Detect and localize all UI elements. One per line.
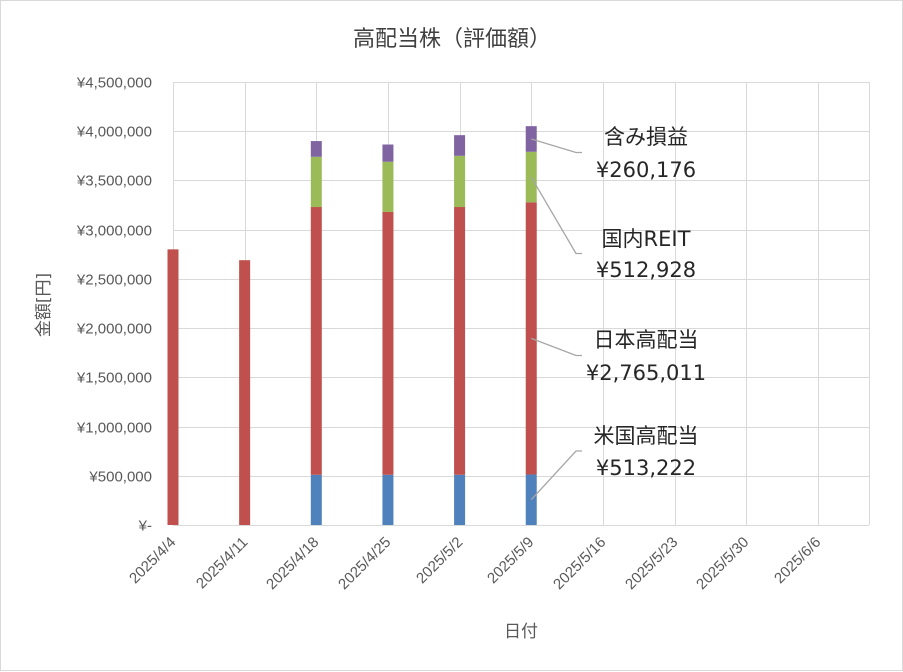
y-tick-label: ¥3,500,000 xyxy=(76,173,152,190)
x-tick-label: 2025/5/2 xyxy=(413,534,466,587)
data-label-value: ¥513,222 xyxy=(596,456,696,480)
bar-segment xyxy=(167,249,179,525)
y-axis-label: 金額[円] xyxy=(34,273,54,337)
bars xyxy=(167,126,537,525)
data-label-value: ¥260,176 xyxy=(596,158,696,182)
leader-line xyxy=(531,337,582,357)
data-label: 日本高配当 ¥2,765,011 xyxy=(531,328,706,385)
x-tick-label: 2025/4/11 xyxy=(193,534,251,592)
leader-line xyxy=(530,450,582,501)
y-tick-label: ¥2,500,000 xyxy=(76,272,152,289)
x-tick-label: 2025/6/6 xyxy=(771,534,824,587)
x-tick-label: 2025/4/4 xyxy=(126,534,179,587)
data-label-series-name: 国内REIT xyxy=(602,227,691,251)
x-tick-label: 2025/5/30 xyxy=(693,534,752,593)
bar-segment xyxy=(454,474,466,525)
bar-segment xyxy=(454,135,466,156)
data-label-series-name: 日本高配当 xyxy=(594,328,699,352)
bar-segment xyxy=(310,207,322,475)
chart-title: 高配当株（評価額） xyxy=(353,27,551,52)
data-label: 国内REIT ¥512,928 xyxy=(530,176,696,282)
x-axis-label: 日付 xyxy=(504,622,538,642)
data-label-value: ¥2,765,011 xyxy=(586,361,706,385)
tick-labels: ¥- ¥500,000 ¥1,000,000 ¥1,500,000 ¥2,000,000… xyxy=(76,75,824,594)
bar-segment xyxy=(454,155,466,208)
bar-segment xyxy=(310,156,322,208)
y-tick-label: ¥1,500,000 xyxy=(76,370,152,387)
gridlines xyxy=(173,82,870,526)
data-label-series-name: 米国高配当 xyxy=(594,424,699,448)
leader-line xyxy=(530,176,582,255)
y-tick-label: ¥2,000,000 xyxy=(76,321,152,338)
x-tick-label: 2025/4/18 xyxy=(263,534,322,593)
x-tick-label: 2025/5/9 xyxy=(484,534,537,587)
y-tick-label: ¥- xyxy=(138,518,152,535)
x-tick-label: 2025/5/16 xyxy=(550,534,609,593)
y-tick-label: ¥3,000,000 xyxy=(76,223,152,240)
annotations: 含み損益 ¥260,176 国内REIT ¥512,928 日本高配当 ¥2,765,01… xyxy=(530,125,706,501)
y-tick-label: ¥500,000 xyxy=(88,469,152,486)
data-label: 米国高配当 ¥513,222 xyxy=(530,424,699,501)
y-tick-label: ¥1,000,000 xyxy=(76,420,152,437)
bar-segment xyxy=(310,141,322,157)
bar-segment xyxy=(239,260,251,525)
y-tick-label: ¥4,000,000 xyxy=(76,124,152,141)
x-tick-label: 2025/5/23 xyxy=(622,534,681,593)
bar-segment xyxy=(382,211,394,475)
bar-segment xyxy=(382,474,394,525)
data-label-value: ¥512,928 xyxy=(596,258,696,282)
bar-segment xyxy=(310,474,322,525)
bar-segment xyxy=(454,207,466,475)
data-label: 含み損益 ¥260,176 xyxy=(531,125,696,182)
leader-line xyxy=(531,138,582,154)
y-tick-label: ¥4,500,000 xyxy=(76,75,152,92)
bar-segment xyxy=(382,144,394,162)
x-tick-label: 2025/4/25 xyxy=(335,534,394,593)
bar-segment xyxy=(382,161,394,212)
data-label-series-name: 含み損益 xyxy=(604,125,688,149)
